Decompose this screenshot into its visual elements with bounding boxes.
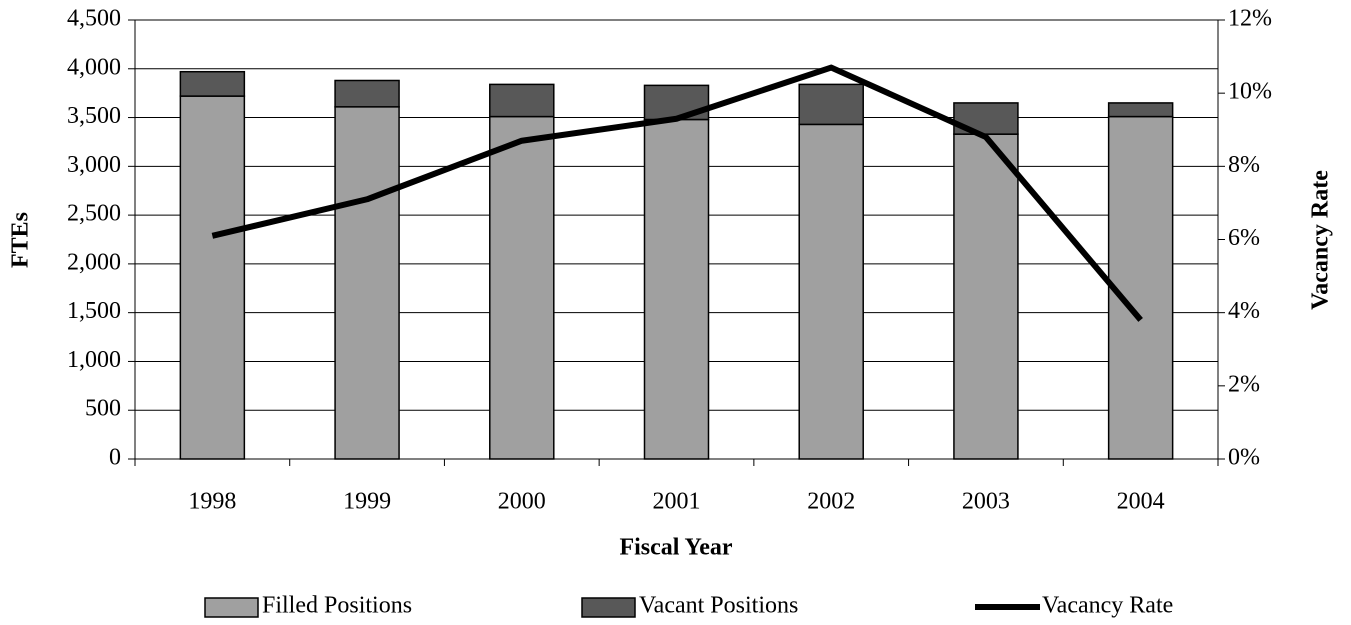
y2-tick-label: 12% [1228, 6, 1272, 32]
y2-tick-label: 8% [1228, 152, 1260, 178]
bar [1107, 102, 1174, 118]
bar [334, 79, 400, 108]
y-tick-label: 1,000 [67, 347, 121, 373]
x-tick-label: 2003 [962, 489, 1010, 515]
legend-swatch [581, 597, 636, 618]
x-tick-label: 2001 [653, 489, 701, 515]
y-axis-label: FTEs [8, 212, 34, 268]
bar [798, 123, 864, 460]
y2-tick-label: 0% [1228, 445, 1260, 471]
y-tick-label: 4,000 [67, 54, 121, 80]
bar [179, 95, 246, 460]
y-tick-label: 3,500 [67, 103, 121, 129]
y-tick-label: 1,500 [67, 298, 121, 324]
legend-swatch [204, 597, 259, 618]
bar [643, 118, 710, 460]
y-tick-label: 4,500 [67, 6, 121, 32]
bar [179, 70, 246, 97]
y-tick-label: 0 [109, 445, 121, 471]
line [211, 64, 1143, 322]
y-tick-label: 3,000 [67, 152, 121, 178]
x-tick-label: 2002 [807, 489, 855, 515]
y-tick-label: 500 [85, 396, 121, 422]
x-tick-label: 1999 [343, 489, 391, 515]
bar [1107, 115, 1174, 460]
bar [953, 133, 1019, 460]
legend-label: Filled Positions [262, 593, 412, 619]
y-tick-label: 2,000 [67, 249, 121, 275]
x-tick-label: 2004 [1117, 489, 1165, 515]
legend-label: Vacancy Rate [1042, 593, 1173, 619]
legend-label: Vacant Positions [639, 593, 798, 619]
y2-axis-label: Vacancy Rate [1308, 170, 1334, 310]
bar [489, 83, 555, 118]
y2-tick-label: 10% [1228, 79, 1272, 105]
x-tick-label: 1998 [188, 489, 236, 515]
y2-tick-label: 2% [1228, 371, 1260, 397]
bar [798, 83, 864, 126]
bar [334, 106, 400, 460]
y2-tick-label: 6% [1228, 225, 1260, 251]
x-tick-label: 2000 [498, 489, 546, 515]
y-tick-label: 2,500 [67, 201, 121, 227]
x-axis-label: Fiscal Year [619, 535, 732, 561]
y2-tick-label: 4% [1228, 298, 1260, 324]
bar [489, 115, 555, 460]
